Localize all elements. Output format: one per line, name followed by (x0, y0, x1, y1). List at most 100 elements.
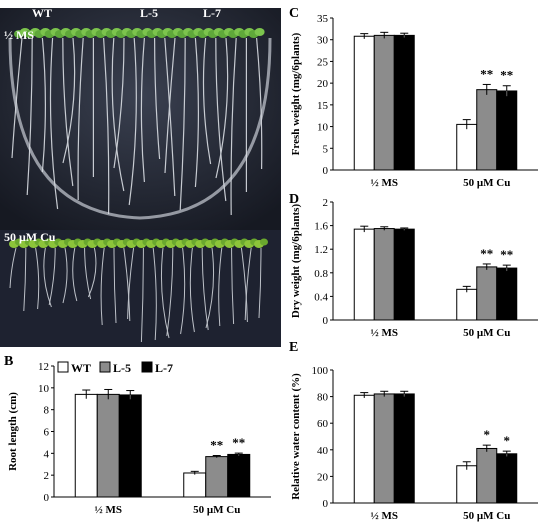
legend-swatch (99, 361, 111, 373)
y-tick-label: 35 (317, 13, 329, 25)
root-strand (240, 247, 248, 323)
bar (96, 393, 120, 498)
x-category-label: ½ MS (95, 504, 123, 516)
root-strand (41, 37, 46, 173)
significance-label: ** (480, 66, 493, 81)
significance-label: ** (500, 68, 513, 83)
y-tick-label: 5 (323, 143, 329, 155)
y-tick-label: 1.6 (314, 221, 328, 233)
root-strand (179, 37, 186, 211)
y-tick-label: 8 (44, 405, 50, 417)
plate-cu-graphic (0, 230, 281, 347)
significance-label: * (504, 433, 511, 448)
legend-label: WT (71, 361, 91, 375)
root-strand (87, 247, 97, 298)
root-strand (62, 37, 74, 187)
root-strand (103, 37, 110, 215)
plate-control-graphic (0, 8, 281, 230)
y-tick-label: 15 (317, 100, 329, 112)
root-length-chart: 0 2 4 6 8 10 12 Root length (cm) ½ MS ** ** 50 μM C… (7, 361, 271, 516)
root-strand (218, 247, 223, 327)
y-axis-label: Dry weight (mg/6plants) (290, 204, 302, 319)
bar (373, 228, 395, 321)
y-tick-label: 20 (317, 471, 329, 483)
root-strand (194, 37, 199, 188)
y-tick-label: 0 (323, 315, 329, 327)
y-tick-label: 10 (38, 383, 50, 395)
bar (353, 394, 375, 504)
root-strand (11, 37, 23, 159)
root-strand (72, 247, 78, 302)
y-tick-label: 1.2 (314, 244, 328, 256)
dry-weight-chart: 0 0.4 0.8 1.2 1.6 2 Dry weight (mg/6plants) ½ M… (290, 197, 538, 339)
y-axis-label: Relative water content (%) (290, 373, 302, 500)
x-category-label: 50 μM Cu (193, 504, 240, 516)
bar (373, 393, 395, 504)
photo-condition-control: ½ MS (4, 28, 34, 42)
significance-label: * (484, 427, 491, 442)
y-tick-label: 10 (317, 122, 329, 134)
y-tick-label: 12 (38, 361, 49, 373)
seedling-plate-photo-cu: 50 μM Cu (0, 230, 281, 347)
root-strand (9, 247, 17, 289)
legend-label: L-7 (155, 361, 173, 375)
y-tick-label: 40 (317, 445, 329, 457)
root-strand (100, 247, 105, 326)
root-strand (164, 37, 176, 174)
photo-label-wt: WT (32, 8, 53, 20)
root-strand (154, 37, 161, 160)
root-strand (26, 37, 33, 196)
root-strand (258, 247, 262, 319)
y-tick-label: 25 (317, 56, 329, 68)
x-category-label: ½ MS (371, 327, 399, 339)
root-strand (49, 37, 59, 210)
fresh-weight-chart: 0 5 10 15 20 25 30 35 Fresh weight (mg/6plants) ½… (290, 13, 538, 189)
y-tick-label: 0.8 (314, 268, 328, 280)
root-strand (215, 37, 229, 179)
y-tick-label: 2 (323, 197, 329, 209)
root-strand (256, 37, 263, 170)
root-strand (152, 247, 157, 341)
root-strand (244, 247, 252, 321)
seedling-plate-photo-control: WT L-5 L-7 ½ MS (0, 8, 281, 230)
y-tick-label: 0.4 (314, 291, 328, 303)
root-strand (113, 37, 125, 169)
bar (393, 393, 415, 504)
x-category-label: ½ MS (371, 510, 399, 522)
bar (118, 394, 142, 498)
y-tick-label: 0 (323, 498, 329, 510)
y-tick-label: 4 (44, 448, 50, 460)
y-tick-label: 80 (317, 392, 329, 404)
y-tick-label: 2 (44, 470, 50, 482)
root-strand (205, 247, 215, 329)
bar (353, 228, 375, 321)
y-tick-label: 0 (44, 492, 50, 504)
root-strand (201, 247, 209, 331)
photo-label-l7: L-7 (203, 8, 221, 20)
root-strand (189, 247, 195, 333)
root-strand (62, 37, 76, 164)
x-category-label: ½ MS (371, 177, 399, 189)
root-strand (48, 247, 56, 306)
root-strand (111, 37, 125, 192)
y-tick-label: 30 (317, 35, 329, 47)
bar (373, 34, 395, 171)
x-category-label: 50 μM Cu (463, 327, 510, 339)
root-strand (164, 37, 176, 197)
bar (476, 89, 498, 171)
photo-condition-cu: 50 μM Cu (4, 230, 56, 244)
bar (183, 472, 207, 498)
y-axis-label: Root length (cm) (7, 392, 19, 471)
y-tick-label: 100 (312, 365, 329, 377)
bar (393, 228, 415, 321)
significance-label: ** (232, 435, 245, 450)
x-category-label: 50 μM Cu (463, 510, 510, 522)
bar (476, 266, 498, 321)
bar (74, 393, 98, 498)
root-strand (23, 247, 27, 312)
bar (205, 456, 229, 498)
legend-label: L-5 (113, 361, 131, 375)
root-strand (140, 247, 144, 343)
root-strand (77, 37, 84, 201)
bar (456, 123, 478, 171)
